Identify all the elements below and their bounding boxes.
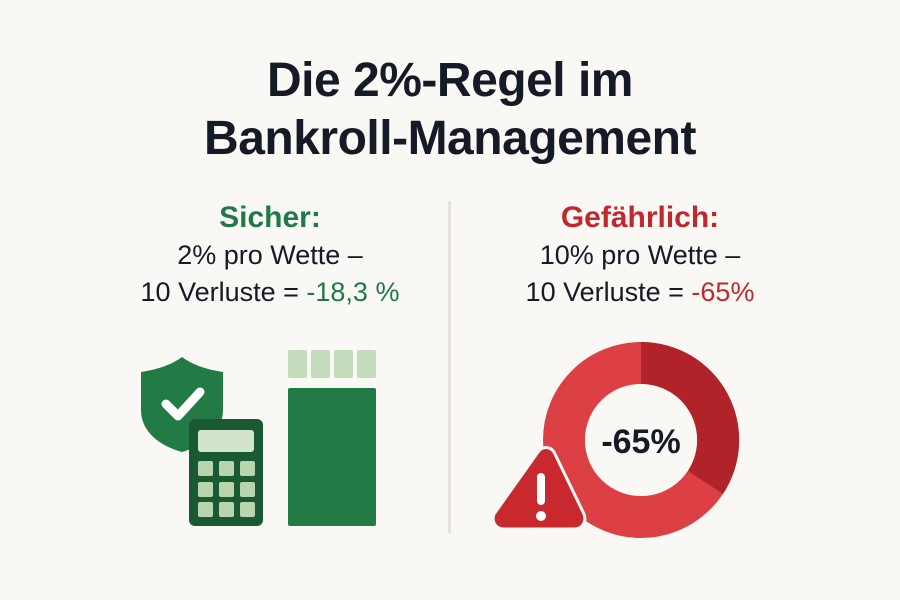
title-line-2: Bankroll-Management xyxy=(204,112,696,165)
safe-column: Sicher: 2% pro Wette – 10 Verluste = -18… xyxy=(110,200,430,310)
safe-loss-value: -18,3 % xyxy=(306,277,400,307)
column-divider xyxy=(448,201,451,533)
donut-chart-icon xyxy=(543,341,740,538)
page-title: Die 2%-Regel im Bankroll-Management xyxy=(0,52,900,168)
safe-line-2: 10 Verluste = -18,3 % xyxy=(110,274,430,310)
danger-line-1: 10% pro Wette – xyxy=(539,240,741,270)
danger-illustration: -65% xyxy=(491,341,740,538)
title-line-1: Die 2%-Regel im xyxy=(267,54,633,107)
safe-illustration xyxy=(141,350,376,526)
bar-chart-icon xyxy=(288,350,376,526)
safe-line-2-prefix: 10 Verluste = xyxy=(140,277,307,307)
calculator-icon xyxy=(189,419,263,526)
danger-loss-value: -65% xyxy=(691,277,755,307)
danger-line-2-prefix: 10 Verluste = xyxy=(525,277,692,307)
danger-column: Gefährlich: 10% pro Wette – 10 Verluste … xyxy=(475,200,805,310)
danger-line-2: 10 Verluste = -65% xyxy=(475,274,805,310)
safe-line-1: 2% pro Wette – xyxy=(177,240,363,270)
donut-center-label: -65% xyxy=(601,423,680,461)
safe-heading: Sicher: xyxy=(219,201,321,234)
danger-heading: Gefährlich: xyxy=(560,201,720,234)
warning-triangle-icon xyxy=(491,446,587,531)
